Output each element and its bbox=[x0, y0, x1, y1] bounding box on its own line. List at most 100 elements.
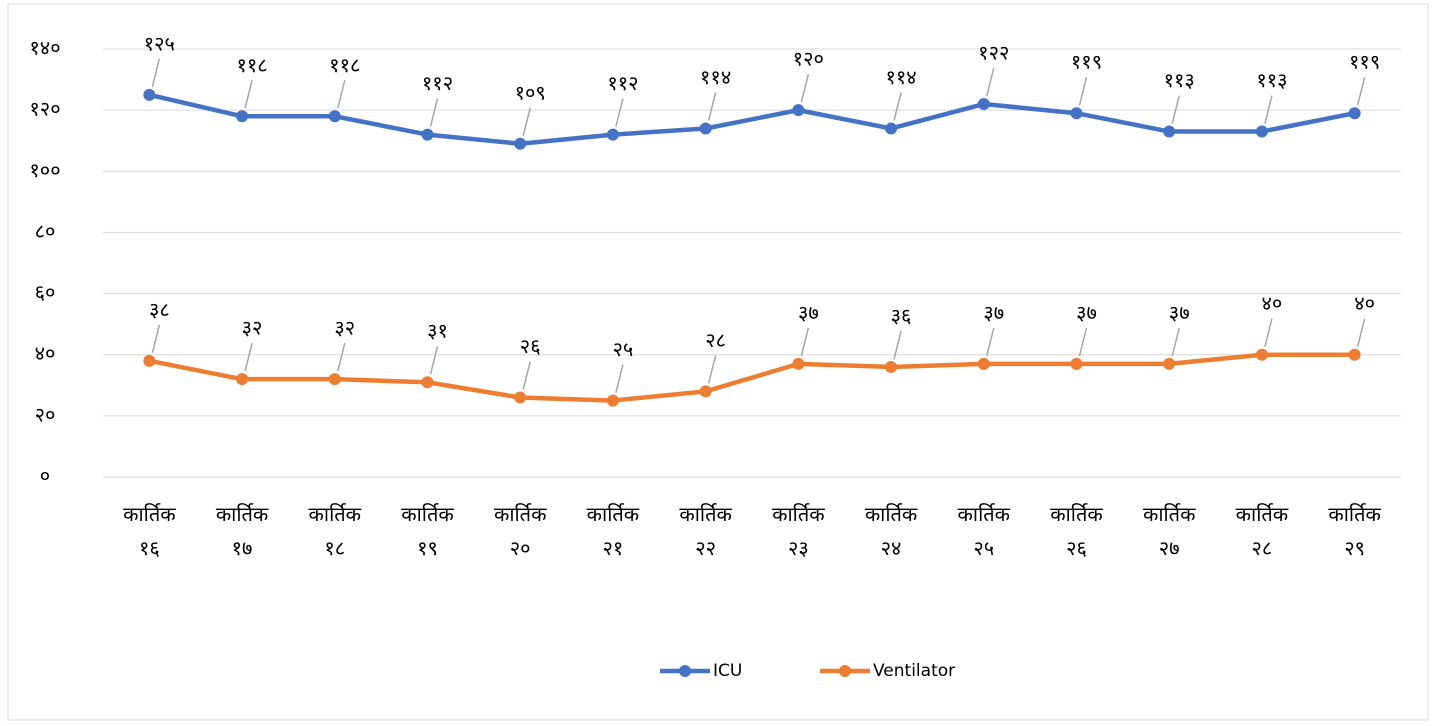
data-point bbox=[1348, 348, 1361, 361]
data-label: ४० bbox=[1262, 291, 1283, 315]
data-point bbox=[421, 376, 434, 389]
legend-marker bbox=[679, 665, 691, 677]
data-point bbox=[1163, 125, 1176, 138]
y-tick-label: ६० bbox=[35, 280, 56, 304]
data-point bbox=[143, 88, 156, 101]
leader-line bbox=[429, 98, 439, 127]
leader-line bbox=[1171, 95, 1180, 124]
leader-line bbox=[522, 107, 531, 136]
leader-line bbox=[1356, 77, 1366, 106]
data-point bbox=[1163, 357, 1176, 370]
data-label: २८ bbox=[705, 328, 726, 352]
data-label: ११३ bbox=[1256, 68, 1287, 92]
leader-line bbox=[1078, 327, 1088, 357]
data-label: ११२ bbox=[422, 71, 453, 95]
x-tick-label: कार्तिक १६ bbox=[123, 502, 176, 560]
leader-line bbox=[429, 346, 439, 375]
leader-line bbox=[893, 92, 902, 121]
data-point bbox=[792, 104, 805, 117]
leader-line bbox=[707, 92, 717, 121]
leader-line bbox=[893, 330, 902, 360]
data-label: १०९ bbox=[515, 80, 546, 104]
data-point bbox=[1348, 107, 1361, 120]
x-tick-label: कार्तिक २९ bbox=[1328, 502, 1381, 560]
data-point bbox=[236, 373, 249, 386]
data-label: ११४ bbox=[700, 65, 731, 89]
data-point bbox=[606, 128, 619, 141]
data-label: ३७ bbox=[1076, 300, 1097, 324]
data-point bbox=[606, 394, 619, 407]
leader-line bbox=[800, 73, 810, 103]
data-label: ११९ bbox=[1349, 50, 1380, 74]
data-point bbox=[514, 137, 527, 150]
data-point bbox=[885, 360, 898, 373]
y-tick-label: १०० bbox=[29, 158, 60, 182]
y-tick-label: ८० bbox=[35, 219, 56, 243]
leader-line bbox=[1171, 327, 1180, 357]
data-point bbox=[1255, 348, 1268, 361]
data-point bbox=[977, 357, 990, 370]
leader-line bbox=[800, 327, 810, 357]
x-tick-label: कार्तिक १७ bbox=[215, 502, 269, 560]
data-label: ११८ bbox=[329, 53, 360, 77]
data-point bbox=[792, 357, 805, 370]
leader-line bbox=[1078, 77, 1088, 106]
y-tick-label: २० bbox=[35, 402, 56, 426]
leader-line bbox=[244, 342, 253, 372]
x-tick-label: कार्तिक १८ bbox=[308, 502, 362, 560]
leader-line bbox=[151, 324, 161, 354]
leader-line bbox=[151, 58, 161, 88]
leader-line bbox=[615, 364, 624, 393]
x-tick-label: कार्तिक १९ bbox=[401, 502, 454, 560]
x-tick-label: कार्तिक २६ bbox=[1050, 502, 1103, 560]
leader-line bbox=[986, 327, 995, 357]
data-point bbox=[421, 128, 434, 141]
data-label: ३६ bbox=[891, 303, 912, 327]
data-label: ११२ bbox=[607, 71, 638, 95]
x-tick-label: कार्तिक २२ bbox=[679, 502, 732, 560]
data-point bbox=[328, 373, 341, 386]
x-tick-label: कार्तिक २१ bbox=[586, 502, 640, 560]
data-label: १२५ bbox=[144, 31, 175, 55]
leader-line bbox=[244, 80, 253, 109]
data-label: ३७ bbox=[798, 300, 819, 324]
y-tick-label: १४० bbox=[29, 36, 60, 60]
data-label: ३२ bbox=[242, 316, 263, 340]
data-point bbox=[1255, 125, 1268, 138]
leader-line bbox=[522, 361, 531, 390]
x-tick-label: कार्तिक २४ bbox=[864, 502, 918, 560]
x-tick-label: कार्तिक २० bbox=[493, 502, 547, 560]
data-label: २५ bbox=[613, 337, 634, 361]
data-point bbox=[514, 391, 527, 404]
data-point bbox=[699, 122, 712, 135]
x-tick-label: कार्तिक २५ bbox=[957, 502, 1011, 560]
data-label: ३७ bbox=[983, 300, 1004, 324]
x-tick-label: कार्तिक २८ bbox=[1235, 502, 1289, 560]
data-label: ३८ bbox=[149, 297, 170, 321]
leader-line bbox=[337, 342, 346, 372]
leader-line bbox=[1356, 318, 1366, 347]
data-label: ३१ bbox=[427, 319, 448, 343]
data-point bbox=[236, 110, 249, 123]
data-point bbox=[1070, 107, 1083, 120]
leader-line bbox=[707, 355, 717, 384]
data-label: ३७ bbox=[1169, 300, 1190, 324]
data-label: ४० bbox=[1354, 291, 1375, 315]
data-label: ३२ bbox=[334, 316, 355, 340]
legend-marker bbox=[839, 665, 851, 677]
data-label: २६ bbox=[520, 334, 541, 358]
data-label: ११४ bbox=[885, 65, 916, 89]
data-label: ११९ bbox=[1071, 50, 1102, 74]
x-tick-label: कार्तिक २७ bbox=[1142, 502, 1196, 560]
data-point bbox=[143, 354, 156, 367]
leader-line bbox=[337, 80, 346, 109]
x-tick-label: कार्तिक २३ bbox=[772, 502, 825, 560]
legend-label: ICU bbox=[713, 661, 742, 681]
series-line bbox=[148, 92, 1356, 147]
y-tick-label: ० bbox=[40, 464, 50, 488]
data-label: ११८ bbox=[236, 53, 267, 77]
data-point bbox=[328, 110, 341, 123]
data-point bbox=[699, 385, 712, 398]
